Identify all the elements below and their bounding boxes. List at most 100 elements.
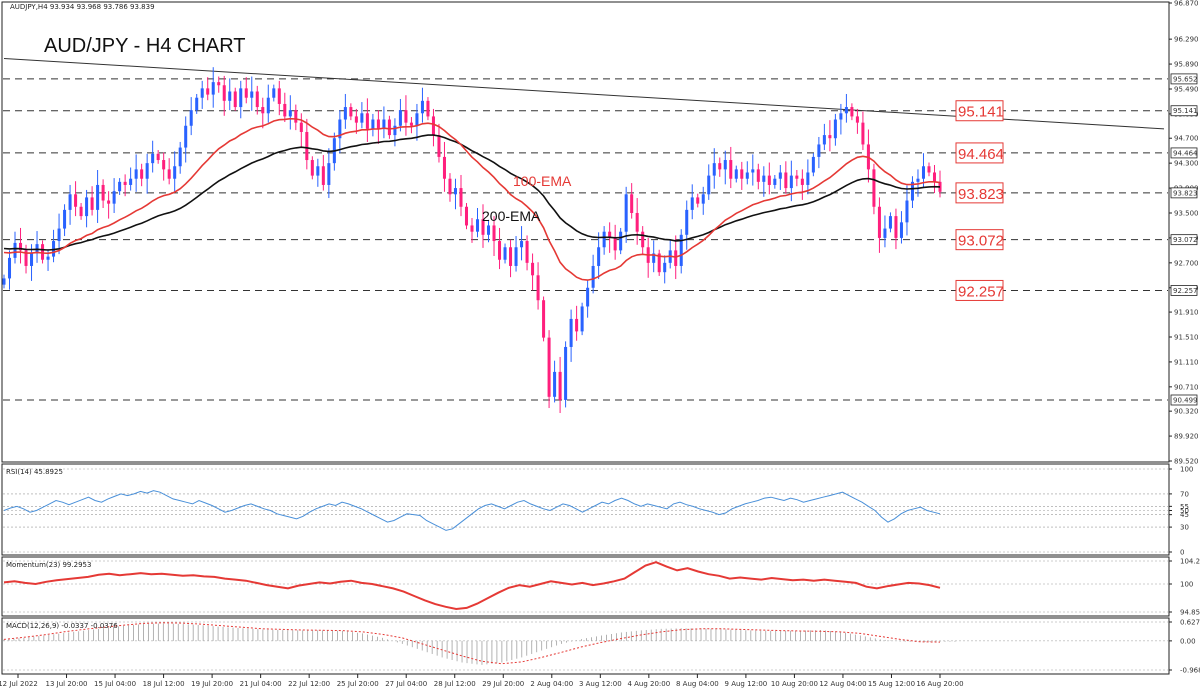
- candle-body: [553, 371, 557, 397]
- price-tick-label: 89.920: [1174, 433, 1199, 441]
- candle-body: [24, 250, 28, 266]
- candle-body: [624, 194, 628, 232]
- candle-body: [916, 178, 920, 182]
- candle-body: [877, 206, 881, 238]
- candle-body: [184, 125, 188, 148]
- candlesticks: [2, 67, 942, 414]
- candle-body: [140, 169, 144, 179]
- level-label: 92.257: [958, 283, 1004, 300]
- candle-body: [222, 85, 226, 101]
- candle-body: [855, 116, 859, 123]
- pane-tick-label: 0: [1180, 549, 1184, 557]
- candle-body: [112, 191, 116, 204]
- time-tick-label: 12 Jul 2022: [0, 680, 38, 688]
- candle-body: [41, 244, 45, 260]
- candle-body: [261, 107, 265, 114]
- price-tick-label: 92.700: [1174, 259, 1199, 267]
- price-tick-label: 95.490: [1174, 85, 1199, 93]
- pane-tick-label: 94.8513: [1180, 609, 1200, 617]
- candle-body: [679, 234, 683, 266]
- candle-body: [30, 253, 34, 266]
- candle-body: [795, 175, 799, 179]
- ema200-line: [3, 134, 941, 251]
- candle-body: [382, 119, 386, 129]
- candle-body: [520, 241, 524, 248]
- candle-body: [255, 91, 259, 108]
- candle-body: [910, 181, 914, 201]
- candle-body: [745, 172, 749, 179]
- candle-body: [68, 194, 72, 210]
- candle-body: [674, 250, 678, 266]
- candle-body: [498, 241, 502, 260]
- candle-body: [641, 231, 645, 248]
- price-tick-label: 89.520: [1174, 458, 1199, 466]
- level-axis-label: 95.652: [1173, 75, 1198, 83]
- candle-body: [734, 169, 738, 179]
- candle-body: [811, 156, 815, 173]
- pane-tick-label: 55: [1180, 503, 1189, 511]
- candle-body: [123, 181, 127, 185]
- time-tick-label: 21 Jul 04:00: [240, 680, 282, 688]
- candle-body: [398, 110, 402, 126]
- level-label-box: [955, 279, 1004, 301]
- candle-body: [470, 225, 474, 232]
- candle-body: [883, 228, 887, 238]
- candle-body: [173, 166, 177, 179]
- candle-body: [195, 97, 199, 111]
- candle-body: [784, 172, 788, 189]
- candle-body: [487, 225, 491, 235]
- candle-body: [354, 116, 358, 123]
- momentum-axis-ticks: 104.2292 100 94.8513: [1169, 558, 1200, 617]
- candle-body: [833, 119, 837, 139]
- candle-body: [244, 88, 248, 98]
- macd-histogram: [3, 623, 956, 665]
- candle-body: [773, 178, 777, 185]
- time-tick-label: 9 Aug 12:00: [725, 680, 768, 688]
- candle-body: [597, 247, 601, 266]
- candle-body: [547, 337, 551, 397]
- candle-body: [107, 200, 111, 204]
- candle-body: [789, 175, 793, 189]
- candle-body: [531, 262, 535, 276]
- candle-body: [288, 110, 292, 117]
- candle-body: [844, 107, 848, 114]
- candle-body: [558, 371, 562, 400]
- candle-body: [663, 262, 667, 273]
- candle-body: [178, 147, 182, 167]
- candle-body: [635, 212, 639, 232]
- momentum-pane: Momentum(23) 99.2953 104.2292 100 94.8513: [1, 556, 1200, 617]
- candle-body: [250, 91, 254, 98]
- candle-body: [475, 219, 480, 232]
- candle-body: [580, 306, 584, 332]
- level-axis-tag: [1170, 73, 1198, 85]
- time-tick-label: 3 Aug 12:00: [579, 680, 622, 688]
- candle-body: [839, 113, 843, 120]
- time-tick-label: 15 Jul 04:00: [94, 680, 136, 688]
- candle-body: [729, 160, 733, 179]
- candle-body: [509, 247, 513, 266]
- candle-body: [85, 197, 89, 217]
- candle-body: [657, 253, 661, 273]
- candle-body: [696, 197, 700, 204]
- candle-body: [751, 169, 755, 173]
- candle-body: [894, 216, 898, 238]
- candle-body: [349, 107, 353, 117]
- candle-body: [277, 88, 281, 104]
- candle-body: [613, 237, 617, 251]
- candle-body: [828, 135, 832, 139]
- candle-body: [145, 163, 149, 179]
- pane-tick-label: 104.2292: [1180, 558, 1200, 566]
- price-tick-label: 94.300: [1174, 160, 1199, 168]
- candle-body: [872, 169, 876, 207]
- candle-body: [156, 153, 160, 161]
- pane-tick-label: 45: [1180, 511, 1189, 519]
- candle-body: [586, 287, 590, 307]
- candle-body: [189, 110, 193, 126]
- candle-body: [591, 265, 595, 288]
- candle-body: [602, 231, 606, 248]
- time-axis: 12 Jul 2022 13 Jul 20:00 15 Jul 04:00 18 Ju…: [0, 674, 964, 688]
- level-axis-label: 93.823: [1173, 189, 1198, 197]
- candle-body: [685, 209, 689, 235]
- price-tick-label: 91.910: [1174, 309, 1199, 317]
